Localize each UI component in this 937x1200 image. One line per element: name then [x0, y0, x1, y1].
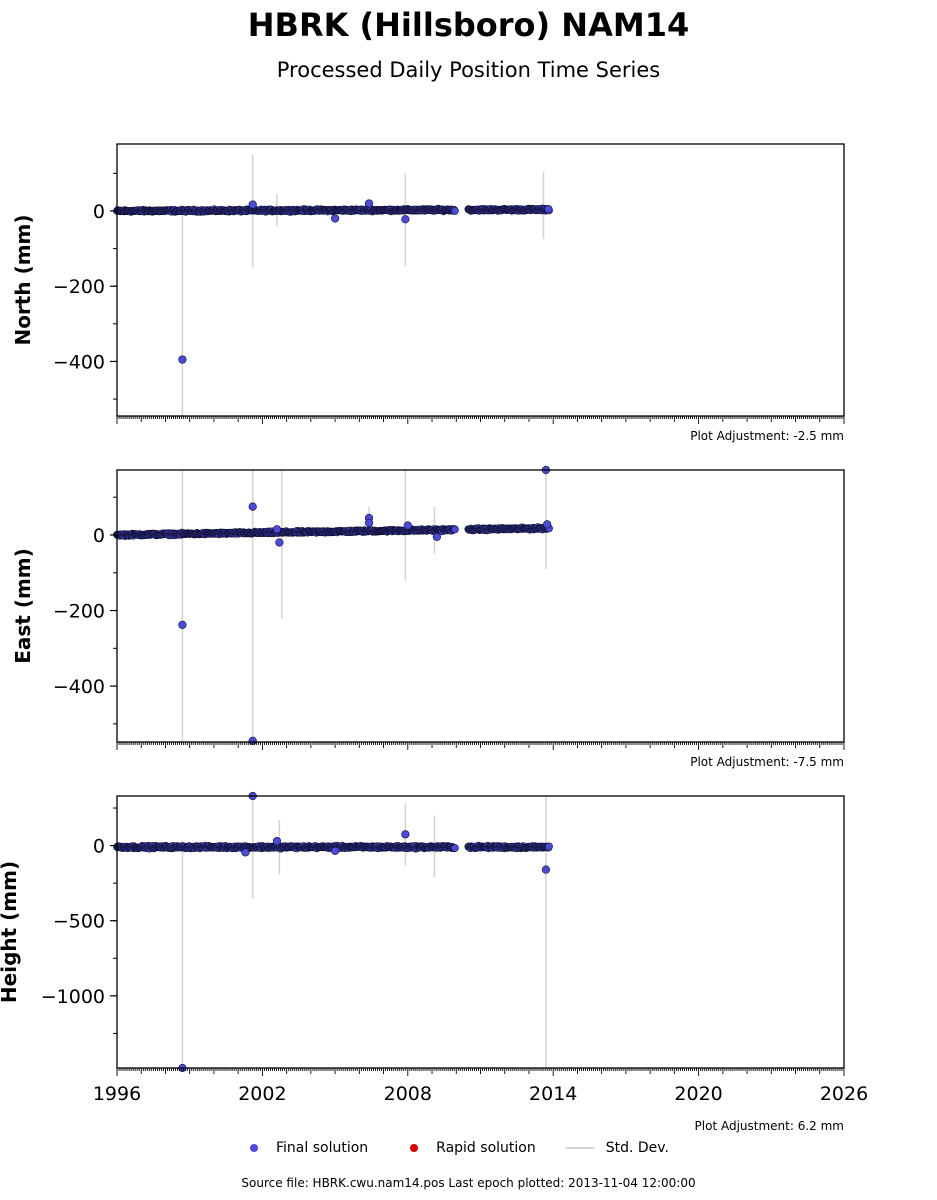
plot-adjustment-note: Plot Adjustment: -7.5 mm: [690, 755, 844, 769]
legend-item-final: Final solution: [250, 1140, 368, 1156]
x-tick-label: 2014: [529, 1083, 577, 1105]
y-axis-label: Height (mm): [0, 861, 21, 1003]
plot-frame: [116, 469, 845, 743]
data-point: [545, 842, 553, 851]
legend-item-stddev: Std. Dev.: [565, 1140, 669, 1156]
y-tick-label: −500: [53, 911, 105, 933]
y-axis-label: East (mm): [11, 548, 35, 664]
outlier-point: [272, 836, 282, 846]
outlier-point: [241, 848, 250, 857]
outlier-point: [178, 620, 187, 629]
outlier-point: [543, 520, 552, 529]
final-solution-marker-icon: [250, 1144, 258, 1152]
x-tick-label: 1996: [93, 1083, 141, 1105]
y-tick-label: −200: [53, 601, 105, 623]
chart-legend: Final solution Rapid solution Std. Dev.: [250, 1138, 699, 1158]
outlier-point: [178, 355, 187, 364]
y-tick-label: −400: [53, 351, 105, 373]
x-tick-label: 2026: [820, 1083, 868, 1105]
plot-adjustment-note: Plot Adjustment: 6.2 mm: [695, 1119, 844, 1133]
outlier-point: [272, 525, 282, 534]
x-tick-label: 2008: [384, 1083, 432, 1105]
outlier-point: [401, 830, 410, 839]
outlier-point: [541, 865, 551, 874]
outlier-point: [331, 214, 340, 223]
legend-item-rapid: Rapid solution: [398, 1140, 536, 1156]
outlier-point: [275, 538, 284, 547]
y-tick-label: 0: [93, 836, 105, 858]
outlier-point: [331, 846, 340, 855]
source-footer: Source file: HBRK.cwu.nam14.pos Last epo…: [241, 1176, 696, 1190]
data-point: [450, 525, 459, 534]
plot-adjustment-note: Plot Adjustment: -2.5 mm: [690, 429, 844, 443]
y-tick-label: 0: [93, 525, 105, 547]
chart-title: HBRK (Hillsboro) NAM14: [247, 6, 690, 44]
y-tick-label: 0: [93, 201, 105, 223]
plot-frame: [116, 795, 845, 1069]
legend-label-final: Final solution: [276, 1140, 369, 1156]
outlier-point: [364, 199, 374, 208]
outlier-point: [432, 532, 441, 541]
x-tick-label: 2020: [674, 1083, 722, 1105]
plot-frame: [116, 143, 845, 417]
rapid-solution-marker-icon: [410, 1144, 419, 1152]
data-point: [450, 844, 459, 852]
outlier-point: [544, 204, 553, 214]
outlier-point: [403, 521, 412, 530]
outlier-point: [401, 215, 410, 224]
x-tick-label: 2002: [238, 1083, 286, 1105]
data-point: [450, 207, 459, 215]
outlier-point: [248, 200, 257, 209]
y-tick-label: −400: [53, 676, 105, 698]
legend-label-rapid: Rapid solution: [436, 1140, 536, 1156]
y-tick-label: −200: [53, 276, 105, 298]
chart-subtitle: Processed Daily Position Time Series: [276, 58, 661, 82]
legend-label-stddev: Std. Dev.: [605, 1140, 669, 1156]
y-axis-label: North (mm): [11, 214, 35, 345]
outlier-point: [364, 518, 374, 527]
y-tick-label: −1000: [41, 986, 105, 1008]
outlier-point: [248, 502, 257, 511]
std-dev-line-icon: [565, 1147, 594, 1149]
